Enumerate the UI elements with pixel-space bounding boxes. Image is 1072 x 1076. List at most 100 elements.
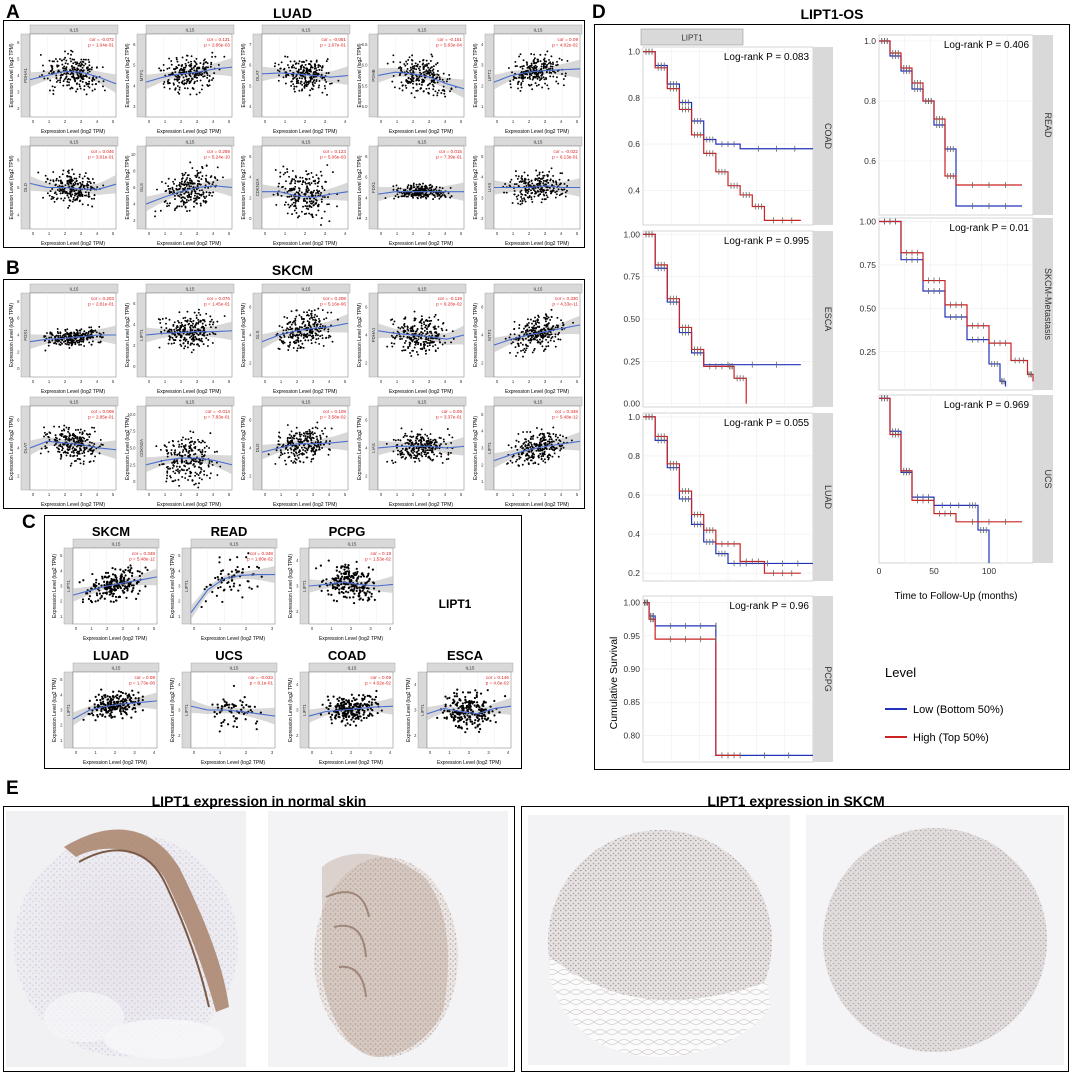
data-point bbox=[303, 67, 305, 69]
data-point bbox=[293, 202, 295, 204]
x-tick-label: 0 bbox=[32, 492, 35, 497]
data-point bbox=[316, 446, 318, 448]
data-point bbox=[409, 56, 411, 58]
y-tick-label: 4 bbox=[365, 446, 368, 451]
data-point bbox=[524, 351, 526, 353]
data-point bbox=[391, 81, 393, 83]
data-point bbox=[51, 188, 53, 190]
y-axis-label: Expression Level (log2 TPM) bbox=[357, 303, 363, 367]
data-point bbox=[79, 85, 81, 87]
data-point bbox=[303, 318, 305, 320]
data-point bbox=[190, 61, 192, 63]
data-point bbox=[180, 325, 182, 327]
data-point bbox=[212, 77, 214, 79]
data-point bbox=[73, 333, 75, 335]
data-point bbox=[71, 344, 73, 346]
data-point bbox=[418, 76, 420, 78]
data-point bbox=[525, 181, 527, 183]
data-point bbox=[317, 334, 319, 336]
data-point bbox=[188, 438, 190, 440]
data-point bbox=[544, 62, 546, 64]
data-point bbox=[85, 63, 87, 65]
cor-value: cor = 0.123 bbox=[323, 149, 347, 154]
data-point bbox=[185, 75, 187, 77]
data-point bbox=[310, 339, 312, 341]
data-point bbox=[306, 173, 308, 175]
data-point bbox=[76, 340, 78, 342]
data-point bbox=[546, 332, 548, 334]
data-point bbox=[79, 73, 81, 75]
data-point bbox=[66, 454, 68, 456]
data-point bbox=[559, 172, 561, 174]
data-point bbox=[206, 334, 208, 336]
data-point bbox=[88, 64, 90, 66]
data-point bbox=[100, 341, 102, 343]
data-point bbox=[172, 464, 174, 466]
data-point bbox=[413, 183, 415, 185]
data-point bbox=[300, 316, 302, 318]
data-point bbox=[302, 449, 304, 451]
data-point bbox=[207, 74, 209, 76]
data-point bbox=[83, 345, 85, 347]
data-point bbox=[174, 472, 176, 474]
data-point bbox=[194, 195, 196, 197]
data-point bbox=[91, 427, 93, 429]
data-point bbox=[79, 432, 81, 434]
data-point bbox=[313, 325, 315, 327]
data-point bbox=[538, 174, 540, 176]
data-point bbox=[391, 318, 393, 320]
data-point bbox=[59, 185, 61, 187]
data-point bbox=[317, 191, 319, 193]
data-point bbox=[193, 349, 195, 351]
x-tick-label: 0 bbox=[380, 492, 383, 497]
y-tick-label: 0 bbox=[133, 364, 136, 369]
data-point bbox=[407, 347, 409, 349]
x-tick-label: 5 bbox=[460, 231, 463, 236]
data-point bbox=[519, 203, 521, 205]
data-point bbox=[67, 63, 69, 65]
x-axis-label: Expression Level (log2 TPM) bbox=[273, 241, 337, 247]
data-point bbox=[527, 183, 529, 185]
data-point bbox=[93, 182, 95, 184]
data-point bbox=[47, 436, 49, 438]
data-point bbox=[98, 326, 100, 328]
data-point bbox=[279, 339, 281, 341]
data-point bbox=[194, 191, 196, 193]
x-tick-label: 5 bbox=[228, 492, 231, 497]
data-point bbox=[193, 320, 195, 322]
data-point bbox=[443, 73, 445, 75]
y-tick-label: 0 bbox=[133, 479, 136, 484]
data-point bbox=[444, 194, 446, 196]
data-point bbox=[307, 320, 309, 322]
y-tick-label: 5 bbox=[249, 83, 252, 88]
data-point bbox=[318, 64, 320, 66]
y-tick-label: 4 bbox=[133, 202, 136, 207]
data-point bbox=[431, 185, 433, 187]
data-point bbox=[88, 77, 90, 79]
data-point bbox=[546, 315, 548, 317]
data-point bbox=[88, 436, 90, 438]
data-point bbox=[295, 202, 297, 204]
data-point bbox=[559, 339, 561, 341]
data-point bbox=[205, 175, 207, 177]
data-point bbox=[316, 61, 318, 63]
data-point bbox=[312, 67, 314, 69]
data-point bbox=[425, 353, 427, 355]
data-point bbox=[166, 68, 168, 70]
data-point bbox=[406, 63, 408, 65]
data-point bbox=[563, 324, 565, 326]
data-point bbox=[417, 354, 419, 356]
data-point bbox=[182, 69, 184, 71]
data-point bbox=[313, 79, 315, 81]
data-point bbox=[434, 344, 436, 346]
data-point bbox=[397, 331, 399, 333]
data-point bbox=[187, 346, 189, 348]
data-point bbox=[74, 193, 76, 195]
data-point bbox=[533, 59, 535, 61]
x-tick-label: 4 bbox=[444, 231, 447, 236]
data-point bbox=[50, 190, 52, 192]
data-point bbox=[86, 67, 88, 69]
data-point bbox=[91, 442, 93, 444]
y-axis-label: Expression Level (log2 TPM) bbox=[473, 303, 479, 367]
data-point bbox=[71, 72, 73, 74]
